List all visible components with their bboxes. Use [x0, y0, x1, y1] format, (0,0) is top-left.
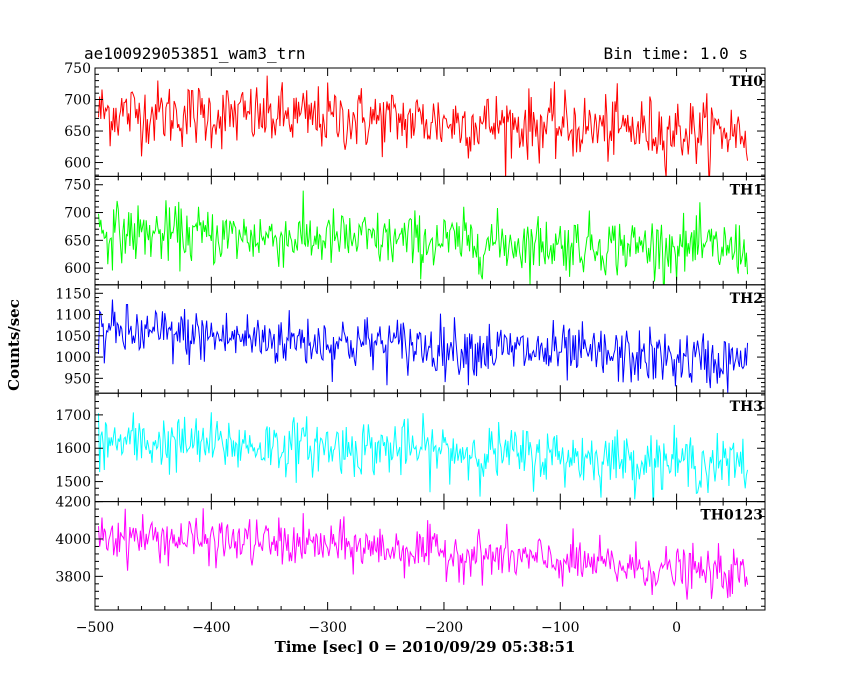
x-tick-label: −200 — [425, 620, 463, 636]
x-axis-label: Time [sec] 0 = 2010/09/29 05:38:51 — [274, 638, 576, 656]
y-tick-label: 750 — [64, 61, 91, 77]
series-th0123 — [97, 508, 749, 600]
y-tick-label: 650 — [64, 233, 91, 249]
y-tick-label: 750 — [64, 178, 91, 194]
y-tick-label: 700 — [64, 93, 91, 109]
y-tick-label: 600 — [64, 261, 91, 277]
y-tick-label: 4200 — [55, 495, 91, 511]
panel-frame — [94, 501, 766, 611]
y-tick-label: 1700 — [55, 408, 91, 424]
series-th0 — [97, 75, 749, 177]
y-tick-label: 600 — [64, 156, 91, 172]
y-tick-label: 650 — [64, 124, 91, 140]
x-tick-label: −500 — [76, 620, 114, 636]
y-tick-label: 4000 — [55, 532, 91, 548]
x-tick-label: −100 — [541, 620, 579, 636]
panel-label: TH2 — [730, 291, 763, 307]
y-tick-label: 1600 — [55, 441, 91, 457]
series-th3 — [97, 412, 749, 502]
y-tick-label: 1000 — [55, 350, 91, 366]
panel-label: TH0123 — [700, 508, 763, 524]
y-axis-label: Counts/sec — [5, 299, 23, 391]
panel-label: TH0 — [730, 74, 764, 90]
x-tick-label: −400 — [192, 620, 230, 636]
y-tick-label: 700 — [64, 206, 91, 222]
series-th2 — [97, 299, 749, 393]
chart-title: ae100929053851_wam3_trn — [84, 44, 306, 63]
y-tick-label: 1050 — [55, 329, 91, 345]
y-tick-label: 950 — [64, 371, 91, 387]
y-tick-label: 1150 — [55, 286, 91, 302]
x-tick-label: −300 — [308, 620, 346, 636]
panel-label: TH1 — [730, 182, 763, 198]
panel-label: TH3 — [730, 399, 763, 415]
y-tick-label: 3800 — [55, 569, 91, 585]
x-tick-label: 0 — [672, 620, 681, 636]
y-tick-label: 1100 — [55, 308, 91, 324]
bin-time-label: Bin time: 1.0 s — [603, 44, 749, 63]
y-tick-label: 1500 — [55, 475, 91, 491]
series-th1 — [97, 190, 749, 285]
